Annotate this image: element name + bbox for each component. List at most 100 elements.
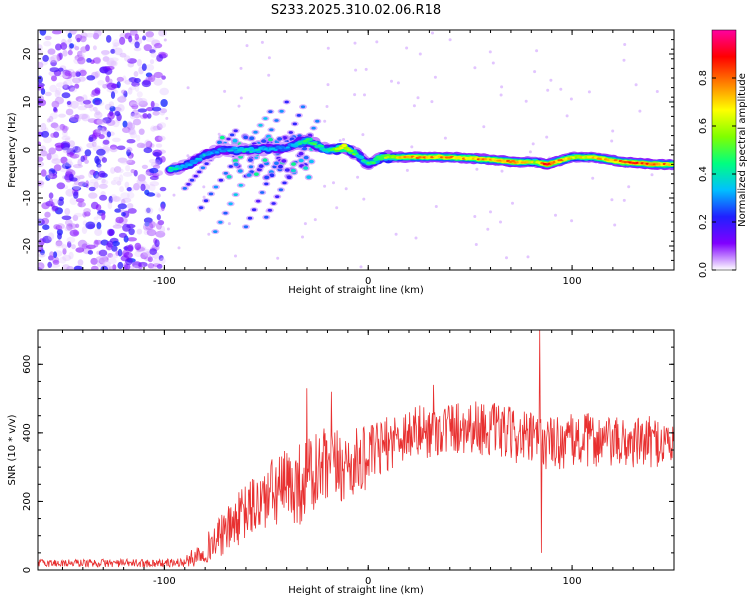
noise-blob bbox=[528, 150, 532, 154]
noise-blob bbox=[74, 114, 80, 120]
noise-blob bbox=[148, 221, 156, 229]
transition-blob bbox=[284, 168, 290, 172]
noise-blob bbox=[94, 99, 101, 105]
streak-core bbox=[278, 188, 284, 192]
noise-blob bbox=[153, 71, 163, 79]
noise-blob bbox=[64, 137, 71, 143]
noise-blob bbox=[38, 264, 42, 270]
noise-blob bbox=[166, 227, 170, 231]
track-band bbox=[217, 148, 222, 151]
noise-blob bbox=[62, 129, 68, 137]
noise-blob bbox=[127, 191, 135, 199]
noise-blob bbox=[127, 87, 133, 95]
noise-blob bbox=[143, 221, 151, 227]
noise-blob bbox=[55, 224, 63, 231]
streak-core bbox=[197, 170, 202, 174]
noise-blob bbox=[134, 250, 143, 258]
noise-blob bbox=[410, 145, 414, 149]
noise-blob bbox=[73, 180, 80, 186]
noise-blob bbox=[473, 215, 477, 218]
noise-blob bbox=[67, 49, 73, 56]
noise-blob bbox=[71, 244, 76, 250]
noise-blob bbox=[102, 117, 112, 124]
transition-blob bbox=[262, 158, 268, 162]
noise-blob bbox=[46, 153, 52, 161]
noise-blob bbox=[159, 257, 166, 265]
noise-blob bbox=[267, 73, 271, 77]
noise-blob bbox=[66, 223, 73, 231]
noise-blob bbox=[95, 256, 105, 263]
snr-panel: -100 0 100 0 200 400 600 Height of straight li… bbox=[7, 329, 675, 596]
noise-blob bbox=[132, 118, 142, 126]
track-band bbox=[256, 148, 261, 151]
transition-blob bbox=[269, 173, 275, 178]
noise-blob bbox=[123, 246, 129, 251]
noise-blob bbox=[326, 46, 330, 50]
noise-blob bbox=[133, 71, 139, 77]
noise-blob bbox=[79, 35, 87, 43]
noise-blob bbox=[137, 108, 147, 113]
noise-blob bbox=[61, 244, 68, 250]
noise-blob bbox=[40, 150, 48, 157]
streak-core bbox=[208, 192, 214, 196]
noise-blob bbox=[152, 172, 160, 178]
streak-core bbox=[203, 199, 209, 203]
track-band bbox=[222, 150, 227, 153]
noise-blob bbox=[412, 104, 416, 108]
y-tick-label: 20 bbox=[22, 48, 33, 61]
streak-core bbox=[300, 105, 306, 109]
noise-blob bbox=[77, 259, 84, 266]
streak-core bbox=[315, 119, 320, 123]
noise-blob bbox=[73, 191, 79, 199]
streak-core bbox=[200, 166, 206, 170]
noise-blob bbox=[89, 104, 94, 112]
noise-blob bbox=[260, 40, 264, 44]
noise-blob bbox=[43, 40, 52, 47]
noise-blob bbox=[353, 93, 357, 97]
noise-blob bbox=[129, 112, 137, 120]
noise-blob bbox=[124, 263, 131, 270]
noise-blob bbox=[56, 223, 65, 230]
transition-blob bbox=[278, 164, 283, 169]
noise-blob bbox=[98, 255, 108, 264]
streak-core bbox=[296, 114, 302, 117]
noise-blob bbox=[121, 212, 126, 217]
noise-blob bbox=[77, 50, 83, 58]
noise-blob bbox=[52, 259, 60, 265]
noise-blob bbox=[95, 127, 105, 134]
noise-blob bbox=[154, 42, 163, 49]
noise-blob bbox=[110, 180, 117, 186]
noise-blob bbox=[150, 162, 158, 167]
noise-blob bbox=[94, 228, 103, 236]
noise-blob bbox=[62, 125, 68, 134]
noise-blob bbox=[72, 164, 83, 169]
noise-blob bbox=[138, 128, 145, 135]
y-tick-label: 400 bbox=[22, 423, 33, 442]
track-band bbox=[241, 150, 246, 153]
noise-blob bbox=[49, 67, 60, 73]
transition-blob bbox=[298, 151, 304, 156]
noise-blob bbox=[141, 63, 147, 71]
noise-blob bbox=[276, 256, 280, 260]
noise-blob bbox=[122, 171, 133, 177]
noise-blob bbox=[79, 69, 87, 77]
transition-blob bbox=[303, 155, 309, 160]
x-tick-label: -100 bbox=[153, 576, 176, 587]
noise-blob bbox=[363, 93, 366, 97]
streak-core bbox=[247, 216, 253, 220]
noise-blob bbox=[122, 75, 127, 83]
noise-blob bbox=[505, 256, 508, 260]
transition-blob bbox=[226, 175, 232, 179]
y-tick-label: 10 bbox=[22, 96, 33, 109]
noise-blob bbox=[134, 84, 140, 92]
noise-blob bbox=[72, 77, 81, 84]
noise-blob bbox=[147, 113, 152, 119]
noise-blob bbox=[622, 198, 626, 202]
noise-blob bbox=[361, 133, 365, 137]
noise-blob bbox=[143, 147, 153, 154]
noise-blob bbox=[47, 232, 55, 241]
noise-blob bbox=[77, 105, 87, 111]
noise-blob bbox=[60, 156, 68, 164]
noise-blob bbox=[97, 125, 103, 131]
noise-blob bbox=[80, 155, 85, 162]
